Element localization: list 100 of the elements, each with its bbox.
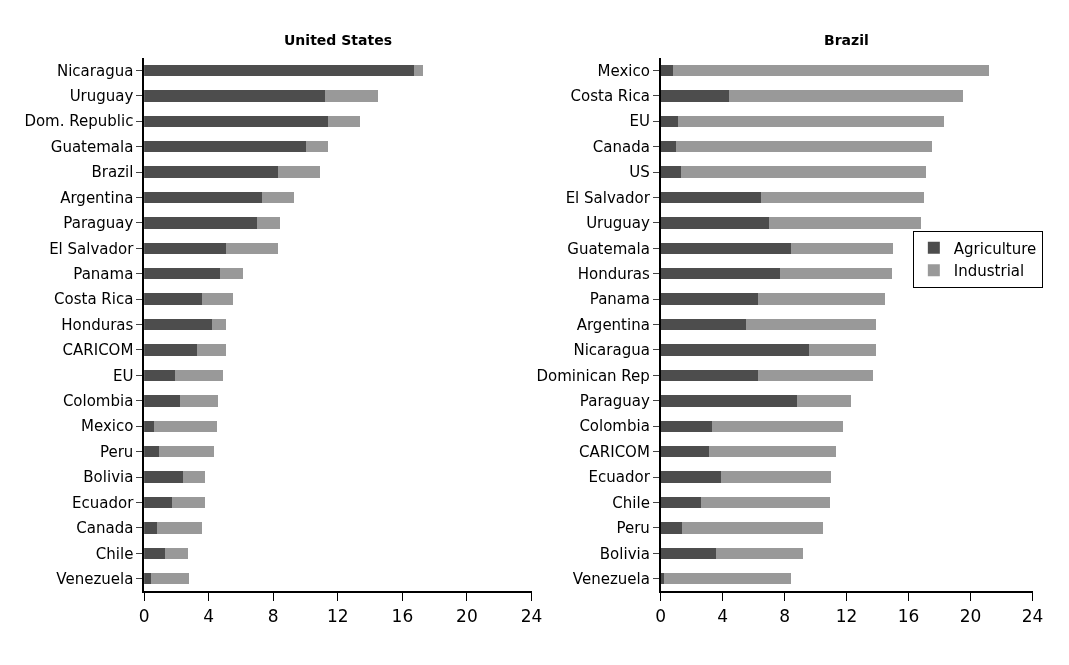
x-tick-label: 20 xyxy=(456,605,478,626)
y-tick-label: Costa Rica xyxy=(54,290,134,309)
y-tick-label: Colombia xyxy=(579,417,650,436)
y-tick-label: Peru xyxy=(99,442,134,461)
x-tick-label: 24 xyxy=(1021,605,1044,626)
bar xyxy=(711,420,844,432)
bar xyxy=(660,242,791,255)
bar xyxy=(716,547,804,560)
x-tick-label: 24 xyxy=(520,605,543,626)
y-tick-label: EU xyxy=(629,112,650,131)
bar xyxy=(202,293,233,305)
bar xyxy=(680,166,926,178)
bar xyxy=(700,496,830,509)
bar xyxy=(144,115,329,127)
bar xyxy=(211,318,227,331)
y-tick-label: Paraguay xyxy=(579,392,650,411)
y-tick-label: Guatemala xyxy=(567,239,650,258)
y-tick-label: Venezuela xyxy=(572,569,650,588)
bar xyxy=(809,344,877,356)
bar xyxy=(150,573,190,585)
x-tick-label: 12 xyxy=(326,605,349,626)
bar xyxy=(261,191,295,204)
bar xyxy=(758,293,886,305)
legend-label: Agriculture xyxy=(953,239,1037,258)
y-tick-label: Chile xyxy=(95,544,134,563)
bar xyxy=(708,445,836,458)
bar xyxy=(796,395,852,407)
bar xyxy=(660,293,759,305)
bar xyxy=(660,115,678,127)
y-tick-label: Chile xyxy=(612,493,650,512)
y-tick-label: Bolivia xyxy=(599,544,650,563)
x-tick-label: 4 xyxy=(717,605,729,626)
bar xyxy=(660,318,746,331)
chart-title: Brazil xyxy=(824,32,869,48)
bar xyxy=(158,445,214,458)
bar xyxy=(144,445,159,458)
bar xyxy=(660,522,683,534)
bar xyxy=(144,191,262,204)
x-tick-label: 20 xyxy=(959,605,982,626)
y-tick-label: Argentina xyxy=(60,188,134,207)
bar xyxy=(660,471,722,483)
bar xyxy=(758,369,873,382)
bar xyxy=(663,573,791,585)
y-tick-label: Dom. Republic xyxy=(24,112,134,131)
y-tick-label: US xyxy=(629,163,650,182)
bar xyxy=(660,395,797,407)
bar xyxy=(144,166,279,178)
y-tick-label: EU xyxy=(112,366,134,385)
x-tick-label: 16 xyxy=(391,605,414,626)
y-tick-label: Ecuador xyxy=(588,468,651,487)
bar xyxy=(165,547,188,560)
x-tick-label: 0 xyxy=(655,605,667,626)
y-tick-label: Guatemala xyxy=(50,137,134,156)
bar xyxy=(721,471,832,483)
x-tick-label: 8 xyxy=(779,605,790,626)
bar xyxy=(144,369,175,382)
bar xyxy=(328,115,361,127)
y-tick-label: Paraguay xyxy=(63,214,134,233)
x-tick-label: 16 xyxy=(897,605,920,626)
bar xyxy=(660,90,729,102)
y-tick-label: CARICOM xyxy=(62,341,134,360)
legend-label: Industrial xyxy=(953,262,1025,281)
y-tick-label: Argentina xyxy=(576,315,650,334)
bar xyxy=(144,547,166,560)
y-tick-label: El Salvador xyxy=(565,188,651,207)
bar xyxy=(677,115,945,127)
bar xyxy=(660,369,759,382)
bar xyxy=(157,522,203,534)
y-tick-label: Peru xyxy=(616,519,650,538)
bar xyxy=(660,166,681,178)
bar xyxy=(660,573,664,585)
bar xyxy=(660,344,810,356)
y-tick-label: El Salvador xyxy=(49,239,135,258)
x-tick-label: 0 xyxy=(138,605,150,626)
bar xyxy=(305,140,329,153)
bar xyxy=(660,191,762,204)
bar xyxy=(676,140,932,153)
y-tick-label: Brazil xyxy=(91,163,134,182)
y-tick-label: Costa Rica xyxy=(570,87,650,106)
bar xyxy=(219,268,243,280)
bar xyxy=(682,522,824,534)
y-tick-label: Canada xyxy=(592,137,650,156)
bar xyxy=(278,166,321,178)
y-tick-label: Nicaragua xyxy=(573,341,650,360)
bar xyxy=(144,217,258,229)
y-tick-label: Honduras xyxy=(61,315,134,334)
bar xyxy=(144,293,203,305)
x-tick-label: 8 xyxy=(267,605,279,626)
y-tick-label: Mexico xyxy=(597,61,650,80)
y-tick-label: Dominican Rep xyxy=(536,366,650,385)
bar xyxy=(745,318,877,331)
y-tick-label: Ecuador xyxy=(72,493,135,512)
y-tick-label: Honduras xyxy=(577,264,651,283)
bar xyxy=(179,395,219,407)
bar xyxy=(144,522,158,534)
bar xyxy=(182,471,206,483)
y-tick-label: CARICOM xyxy=(579,442,650,461)
y-tick-label: Bolivia xyxy=(83,468,134,487)
y-tick-label: Canada xyxy=(76,519,134,538)
bar xyxy=(728,90,963,102)
